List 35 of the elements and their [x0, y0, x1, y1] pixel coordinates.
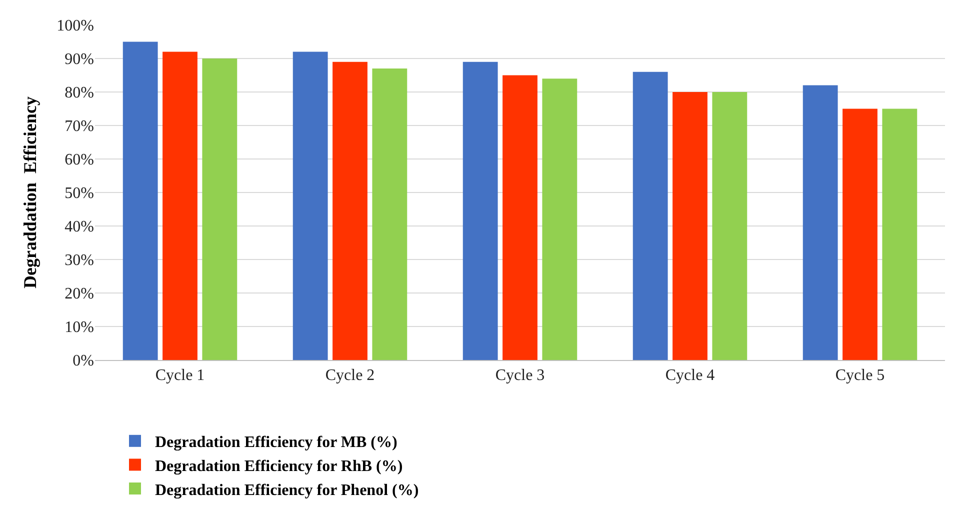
y-tick-label: 30% — [64, 252, 94, 270]
bar — [712, 92, 748, 360]
y-tick-label: 70% — [64, 118, 94, 136]
bar — [372, 68, 408, 360]
bar — [802, 85, 838, 360]
y-tick-label: 20% — [64, 286, 94, 303]
bar — [882, 108, 918, 360]
bar — [632, 72, 668, 360]
y-tick-label: 10% — [64, 319, 94, 336]
bar — [292, 52, 328, 360]
y-tick-label: 0% — [72, 352, 94, 370]
bar — [162, 52, 198, 360]
y-axis-title: Degraddation Efficiency — [20, 96, 40, 288]
bar — [332, 62, 368, 360]
x-tick-label: Cycle 2 — [325, 367, 375, 384]
y-tick-label: 50% — [64, 185, 94, 202]
legend-label: Degradation Efficiency for RhB (%) — [155, 458, 403, 475]
y-tick-label: 80% — [64, 84, 94, 102]
legend-label: Degradation Efficiency for Phenol (%) — [155, 482, 419, 499]
bar — [122, 42, 158, 360]
bar — [672, 92, 708, 360]
bar — [842, 108, 878, 360]
y-tick-label: 100% — [56, 18, 94, 35]
x-tick-label: Cycle 5 — [835, 367, 885, 384]
bar — [502, 75, 538, 360]
x-tick-label: Cycle 3 — [495, 367, 545, 384]
x-tick-label: Cycle 1 — [155, 367, 205, 384]
legend-label: Degradation Efficiency for MB (%) — [155, 434, 398, 452]
bar — [462, 62, 498, 360]
y-tick-label: 40% — [64, 218, 94, 236]
x-tick-label: Cycle 4 — [665, 367, 715, 384]
bar — [202, 58, 238, 360]
y-tick-label: 90% — [64, 51, 94, 68]
bar — [542, 78, 578, 360]
y-tick-label: 60% — [64, 152, 94, 169]
